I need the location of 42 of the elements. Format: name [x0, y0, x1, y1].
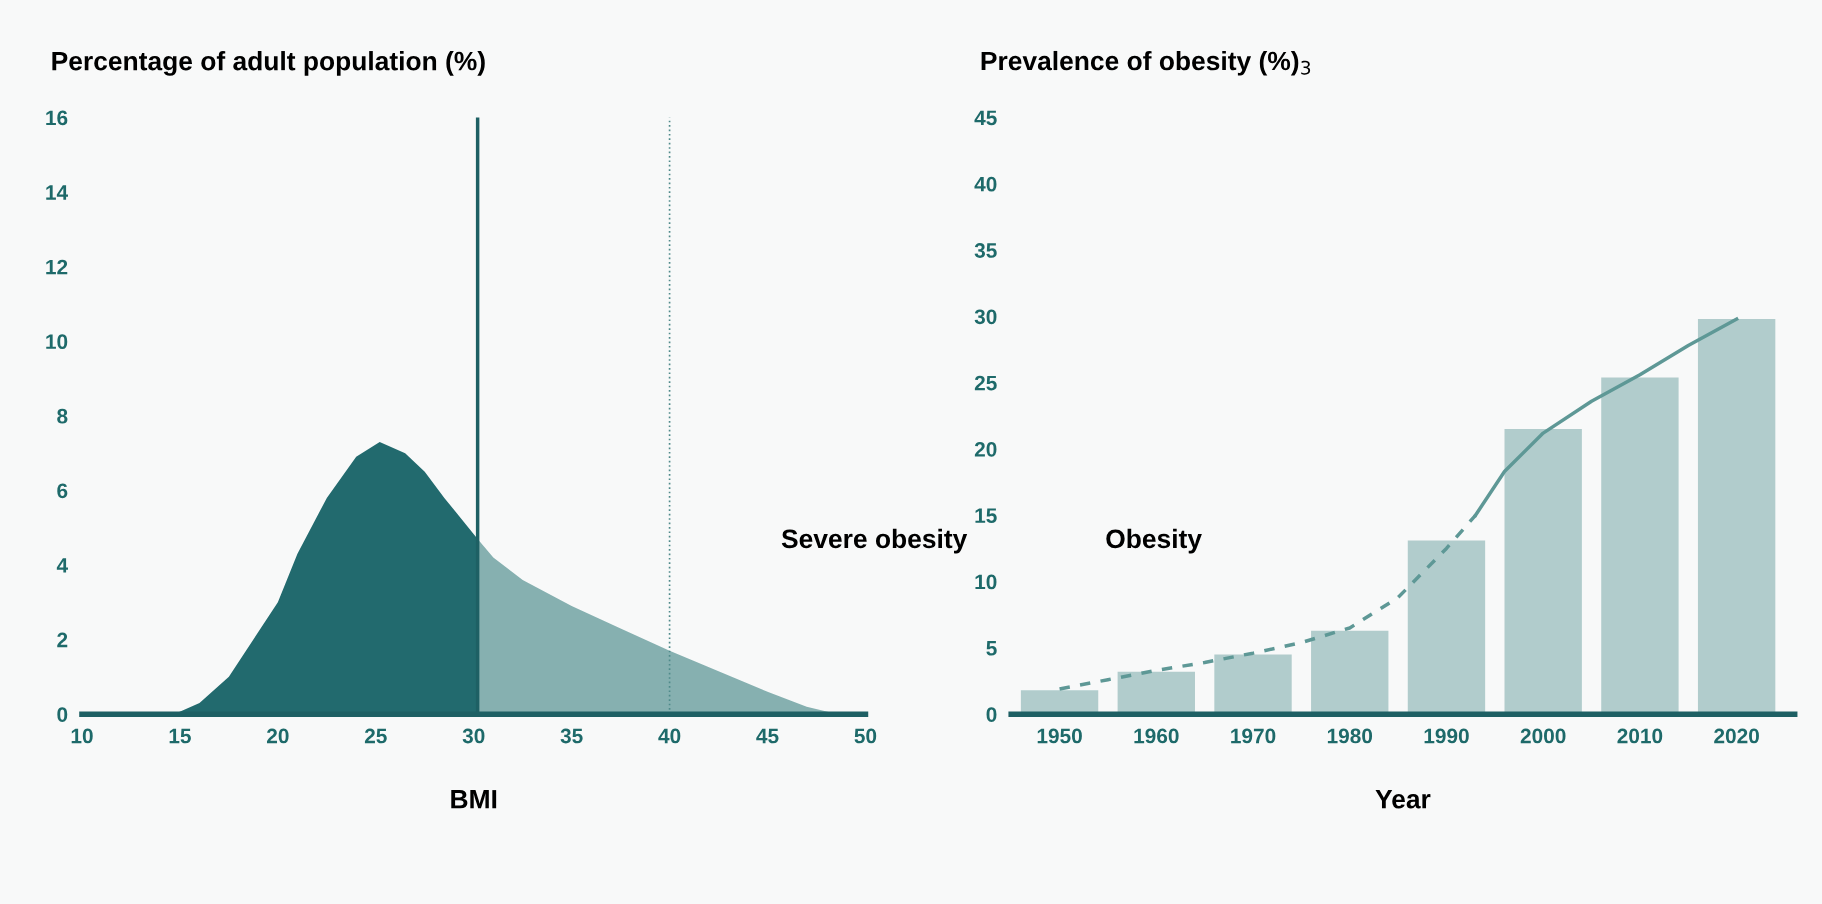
- x-tick-label: 1950: [1037, 728, 1082, 744]
- x-tick-label: 10: [71, 728, 93, 744]
- y-tick-label: 6: [57, 483, 68, 499]
- y-axis-title: Percentage of adult population (%): [52, 51, 485, 76]
- x-axis-title: BMI: [451, 790, 497, 809]
- x-tick-label: 40: [658, 728, 681, 744]
- y-tick-label: 45: [974, 110, 997, 126]
- x-tick-label: 35: [560, 728, 583, 744]
- y-tick-label: 15: [975, 508, 997, 524]
- y-tick-label: 30: [974, 309, 997, 325]
- x-tick-label: 50: [854, 728, 877, 744]
- y-tick-label: 8: [57, 408, 68, 424]
- y-tick-label: 0: [57, 707, 68, 722]
- y-tick-label: 5: [986, 641, 997, 656]
- x-tick-label: 45: [756, 728, 779, 744]
- y-tick-label: 20: [974, 441, 997, 457]
- annotation: Obesity: [1106, 528, 1202, 554]
- y-tick-label: 12: [46, 259, 68, 275]
- x-tick-label: 25: [364, 728, 387, 744]
- y-tick-label: 14: [46, 185, 68, 200]
- x-tick-label: 2010: [1617, 728, 1663, 744]
- annotation: Severe obesity: [781, 528, 968, 554]
- y-tick-label: 25: [974, 375, 997, 391]
- y-tick-label: 40: [974, 176, 997, 192]
- y-tick-label: 10: [46, 334, 68, 350]
- x-tick-label: 1990: [1424, 728, 1469, 744]
- y-axis-title: Prevalence of obesity (%)$_{3}$: [981, 50, 1311, 76]
- y-tick-label: 10: [975, 574, 997, 590]
- x-tick-label: 1980: [1327, 728, 1373, 744]
- x-tick-label: 15: [169, 728, 191, 744]
- x-tick-label: 30: [462, 728, 485, 744]
- x-tick-label: 1970: [1231, 728, 1276, 744]
- x-tick-label: 2020: [1714, 728, 1759, 744]
- y-tick-label: 16: [46, 110, 68, 126]
- x-tick-label: 1960: [1134, 728, 1179, 744]
- y-tick-label: 2: [57, 632, 68, 648]
- y-tick-label: 0: [986, 707, 997, 722]
- y-tick-label: 35: [974, 243, 997, 258]
- x-tick-label: 2000: [1520, 728, 1566, 744]
- y-tick-label: 4: [56, 558, 68, 573]
- x-tick-label: 20: [266, 728, 289, 744]
- x-axis-title: Year: [1375, 790, 1431, 809]
